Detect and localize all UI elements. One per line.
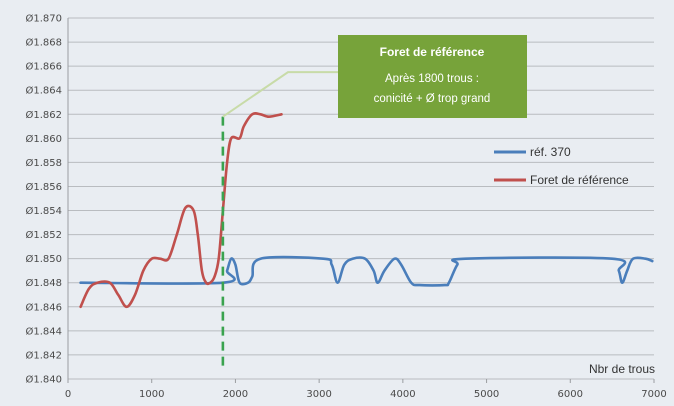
y-tick-label: Ø1.848: [26, 277, 63, 289]
series-line-ref-370: [79, 255, 654, 287]
y-tick-label: Ø1.854: [26, 205, 63, 217]
x-tick-label: 4000: [390, 389, 415, 400]
y-tick-label: Ø1.844: [26, 325, 63, 337]
y-tick-label: Ø1.852: [26, 229, 63, 241]
legend-label-ref-370: réf. 370: [530, 145, 571, 159]
x-tick-label: 7000: [641, 389, 666, 400]
annotation-connector: [222, 71, 338, 118]
x-tick-label: 2000: [223, 389, 248, 400]
y-tick-label: Ø1.850: [26, 253, 63, 265]
y-tick-label: Ø1.840: [26, 374, 63, 386]
legend: réf. 370 Foret de référence: [494, 145, 629, 187]
y-tick-label: Ø1.842: [26, 349, 63, 361]
annotation-line-1: Après 1800 trous :: [385, 73, 479, 85]
y-tick-label: Ø1.846: [26, 301, 63, 313]
y-tick-label: Ø1.860: [26, 133, 63, 145]
x-axis-label: Nbr de trous: [589, 362, 655, 376]
legend-label-foret-reference: Foret de référence: [530, 173, 629, 187]
x-tick-label: 3000: [306, 389, 331, 400]
y-tick-label: Ø1.858: [26, 157, 63, 169]
annotation-line-2: conicité + Ø trop grand: [374, 93, 491, 105]
x-tick-label: 5000: [474, 389, 499, 400]
y-tick-label: Ø1.862: [26, 109, 63, 121]
x-tick-label: 0: [65, 389, 71, 400]
y-tick-label: Ø1.864: [26, 85, 63, 97]
y-tick-label: Ø1.870: [26, 13, 63, 25]
series-group: [79, 112, 654, 309]
x-tick-label: 1000: [139, 389, 164, 400]
x-axis-ticks: 0 1000 2000 3000 4000 5000 6000 7000: [65, 379, 667, 400]
annotation-box: [338, 35, 527, 118]
y-tick-label: Ø1.856: [26, 181, 63, 193]
y-axis-ticks: Ø1.840 Ø1.842 Ø1.844 Ø1.846 Ø1.848 Ø1.850 Ø1.8…: [26, 13, 63, 386]
y-tick-label: Ø1.866: [26, 61, 63, 73]
annotation-callout: Foret de référence Après 1800 trous : co…: [222, 35, 527, 118]
annotation-title: Foret de référence: [380, 45, 485, 59]
y-tick-label: Ø1.868: [26, 37, 63, 49]
series-line-foret-reference: [79, 112, 283, 309]
x-tick-label: 6000: [558, 389, 583, 400]
